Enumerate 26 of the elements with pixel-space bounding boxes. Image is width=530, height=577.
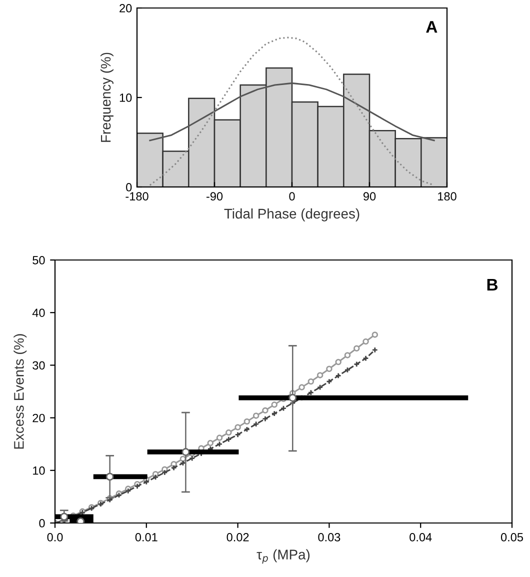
- y-tick-label: 30: [32, 361, 45, 370]
- annotation: A: [426, 21, 438, 33]
- x-tick-label: -90: [206, 192, 223, 201]
- x-tick-label: 0.05: [500, 533, 523, 542]
- y-tick-label: 50: [32, 256, 45, 264]
- x-axis-title: τ$_{p}$ (MPa): [256, 549, 310, 564]
- y-axis-title: Frequency (%): [100, 52, 114, 142]
- y-tick-label: 20: [32, 414, 45, 422]
- y-tick-label: 40: [32, 308, 45, 317]
- x-tick-label: 0.0: [47, 533, 63, 542]
- x-axis-title: Tidal Phase (degrees): [224, 208, 360, 222]
- x-tick-label: 0.02: [226, 533, 249, 542]
- x-tick-label: 90: [363, 192, 376, 201]
- y-tick-label: 0: [39, 519, 45, 528]
- y-tick-label: 0: [126, 183, 132, 192]
- x-tick-label: 0.03: [318, 533, 340, 542]
- y-axis-title: Excess Events (%): [14, 334, 27, 449]
- x-tick-label: 0: [289, 192, 295, 201]
- y-tick-label: 20: [120, 4, 132, 12]
- y-tick-label: 10: [120, 94, 132, 102]
- x-tick-label: 0.01: [135, 533, 158, 542]
- y-tick-label: 10: [33, 466, 45, 475]
- annotation: B: [487, 279, 498, 290]
- x-tick-label: 180: [438, 192, 456, 201]
- x-tick-label: 0.04: [410, 533, 432, 542]
- x-tick-label: -180: [126, 192, 148, 201]
